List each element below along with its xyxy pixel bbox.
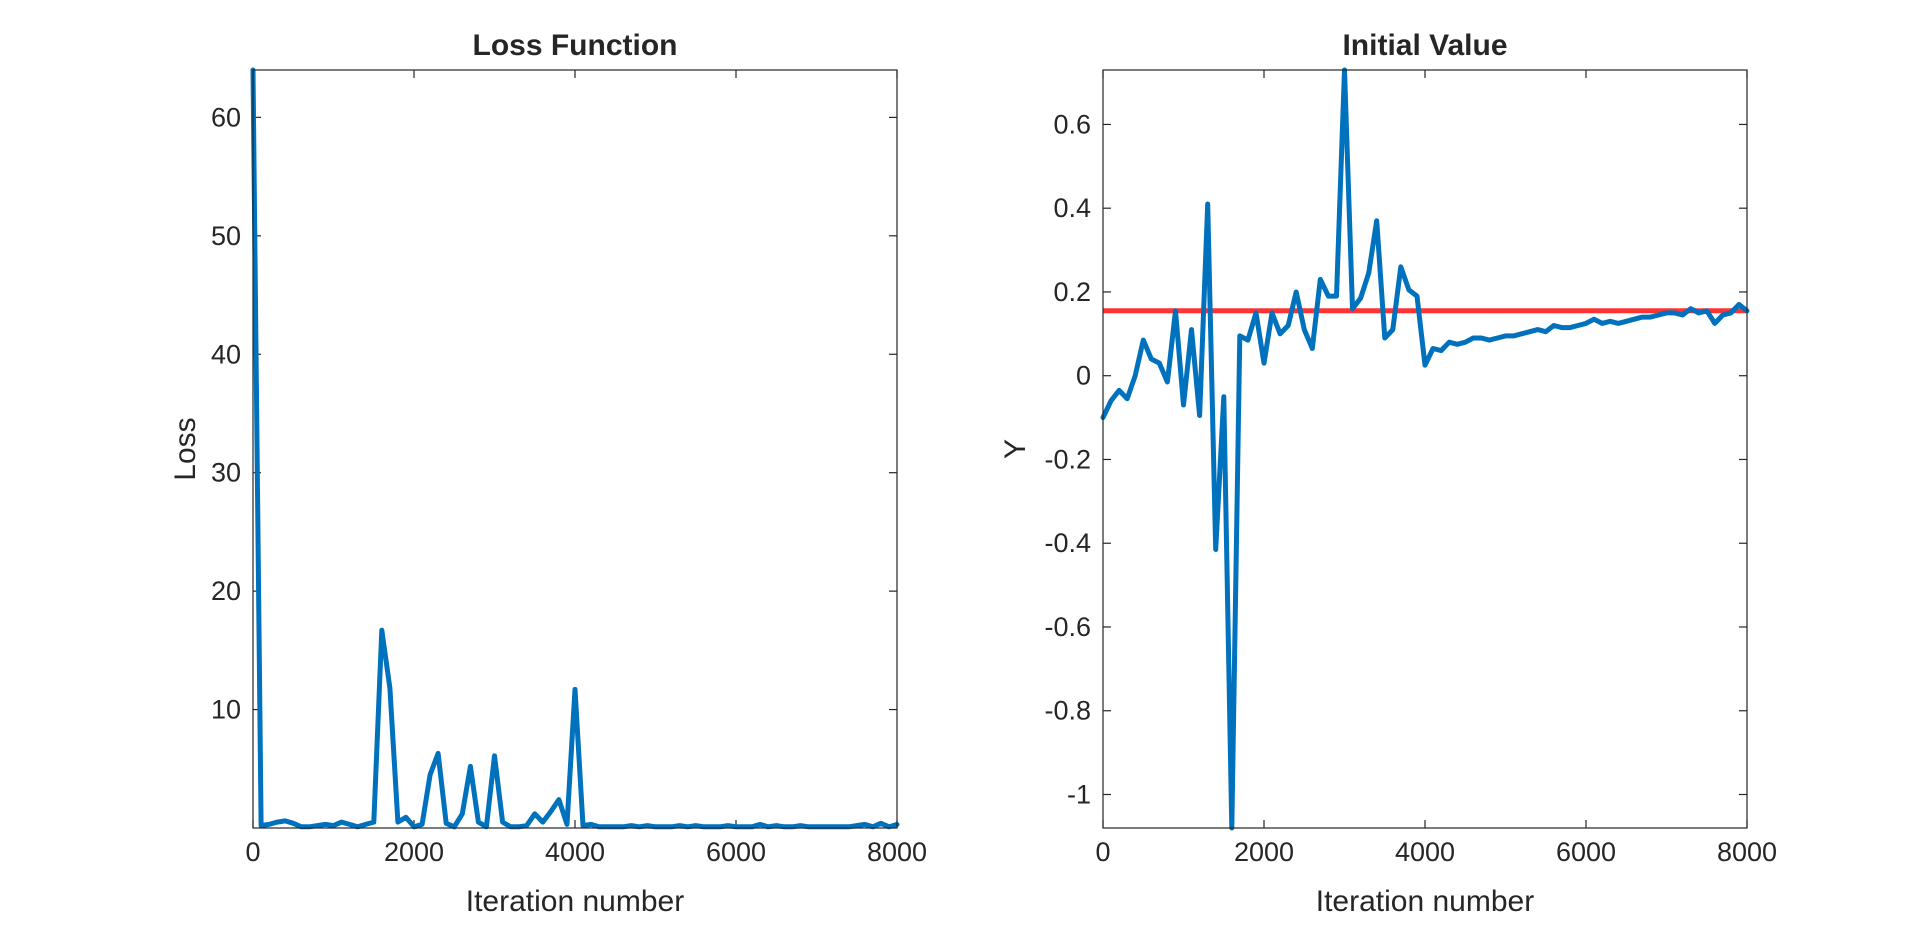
loss-x-tick-label: 0 <box>245 837 260 867</box>
initial-value-x-tick-label: 6000 <box>1556 837 1616 867</box>
loss-x-tick-label: 4000 <box>545 837 605 867</box>
loss-chart-title: Loss Function <box>473 29 678 62</box>
loss-y-tick-label: 20 <box>211 576 241 606</box>
loss-y-tick-label: 40 <box>211 339 241 369</box>
loss-x-axis-label: Iteration number <box>466 885 684 918</box>
initial-value-y-tick-label: 0 <box>1076 361 1091 391</box>
loss-y-tick-label: 10 <box>211 695 241 725</box>
initial-value-axes-box <box>1102 69 1748 829</box>
loss-y-tick-label: 50 <box>211 221 241 251</box>
initial-value-chart-title: Initial Value <box>1342 29 1507 62</box>
loss-x-tick-label: 6000 <box>706 837 766 867</box>
loss-series-line <box>250 67 900 830</box>
loss-y-tick-label: 60 <box>211 102 241 132</box>
initial-value-y-tick-label: -0.6 <box>1044 612 1091 642</box>
initial-value-y-tick-label: 0.6 <box>1053 109 1091 139</box>
initial-value-x-tick-label: 2000 <box>1234 837 1294 867</box>
loss-y-axis-label: Loss <box>169 417 202 480</box>
initial-value-y-tick-label: 0.4 <box>1053 193 1091 223</box>
initial-value-y-tick-label: -1 <box>1067 779 1091 809</box>
initial-value-x-tick-label: 8000 <box>1717 837 1777 867</box>
initial-value-y-tick-label: -0.4 <box>1044 528 1091 558</box>
initial-value-series-line <box>1100 67 1750 831</box>
initial-value-y-axis-label: Y <box>999 439 1032 459</box>
loss-x-tick-label: 8000 <box>867 837 927 867</box>
initial-value-x-axis-label: Iteration number <box>1316 885 1534 918</box>
loss-x-tick-label: 2000 <box>384 837 444 867</box>
initial-value-y-tick-label: -0.8 <box>1044 696 1091 726</box>
loss-y-tick-label: 30 <box>211 458 241 488</box>
initial-value-y-tick-label: 0.2 <box>1053 277 1091 307</box>
initial-value-x-tick-label: 0 <box>1095 837 1110 867</box>
initial-value-x-tick-label: 4000 <box>1395 837 1455 867</box>
initial-value-y-tick-label: -0.2 <box>1044 444 1091 474</box>
loss-function-plot: 0 2000 4000 6000 8000 10 20 30 40 50 60 Loss Funct… <box>169 29 927 918</box>
loss-axes-box <box>252 69 898 829</box>
initial-value-axes-background <box>1103 70 1747 828</box>
initial-value-plot: 0 2000 4000 6000 8000 -1 -0.8 -0.6 -0.4 -0.2 0 0.2 0… <box>999 29 1777 918</box>
